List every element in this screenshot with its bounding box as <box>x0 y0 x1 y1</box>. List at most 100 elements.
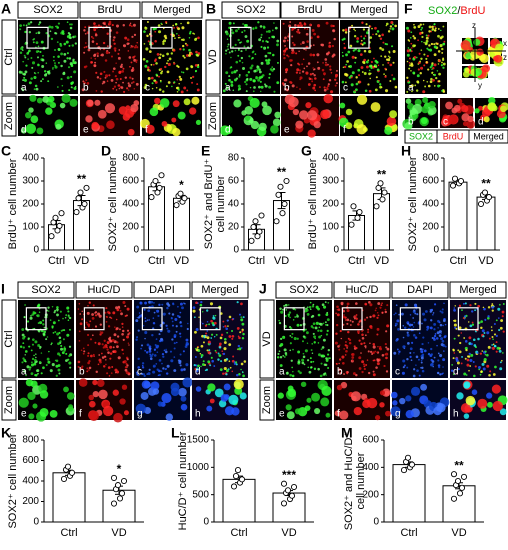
cell <box>436 344 438 347</box>
cell <box>431 62 434 65</box>
cell <box>102 41 106 45</box>
cell <box>210 319 213 323</box>
cell <box>344 354 347 356</box>
cell <box>424 85 427 88</box>
cell <box>288 24 292 28</box>
cell <box>21 88 25 92</box>
cell <box>498 317 500 319</box>
cell <box>429 310 432 313</box>
cell <box>88 359 91 363</box>
cell <box>354 90 356 92</box>
cell <box>375 366 378 369</box>
cell <box>389 110 398 119</box>
cell <box>191 96 200 105</box>
cell <box>385 370 389 373</box>
sublabel: b <box>284 83 290 94</box>
cell <box>228 26 231 30</box>
cell <box>109 336 112 339</box>
cell <box>384 67 387 70</box>
cell <box>126 335 130 339</box>
cell <box>105 307 108 310</box>
micrograph <box>474 96 508 128</box>
cell <box>128 56 132 59</box>
cell <box>124 314 127 318</box>
cell <box>253 86 256 89</box>
data-point <box>481 189 489 196</box>
data-point <box>234 467 242 474</box>
cell <box>418 52 421 55</box>
cell <box>413 55 417 59</box>
y-tick-label: 400 <box>362 462 379 473</box>
cell <box>410 323 414 327</box>
cell <box>110 78 114 82</box>
cell <box>317 66 321 70</box>
cell <box>133 33 137 37</box>
cell <box>54 62 56 64</box>
panel-label: M <box>341 425 353 441</box>
micrograph <box>450 379 508 420</box>
cell <box>94 314 98 317</box>
sublabel: b <box>83 83 89 94</box>
cell <box>277 352 280 355</box>
cell <box>176 32 178 35</box>
cell <box>346 318 350 322</box>
cell <box>410 359 413 362</box>
cell <box>315 321 319 325</box>
cell <box>139 301 143 305</box>
cell <box>147 309 151 313</box>
roi-box <box>399 307 421 331</box>
cell <box>491 306 494 309</box>
cell <box>273 22 275 24</box>
cell <box>110 372 113 374</box>
cell <box>481 362 485 366</box>
cell <box>181 26 185 30</box>
cell <box>124 366 128 369</box>
cell <box>346 371 349 374</box>
micrograph <box>281 20 339 94</box>
cell <box>421 342 424 346</box>
cell <box>379 306 382 309</box>
cell <box>391 391 398 399</box>
cell <box>136 316 139 319</box>
cell <box>306 359 310 362</box>
cell <box>240 318 244 322</box>
cell <box>482 335 485 338</box>
cell <box>421 366 424 370</box>
cell <box>182 71 185 74</box>
cell <box>225 71 229 75</box>
cell <box>258 85 261 89</box>
cell <box>391 45 394 48</box>
cell <box>324 372 327 374</box>
cell <box>302 335 306 338</box>
cell <box>46 357 50 361</box>
cell <box>182 54 185 58</box>
cell <box>377 314 380 317</box>
cell <box>63 53 67 56</box>
cell <box>345 319 347 321</box>
cell <box>421 35 424 39</box>
cell <box>405 98 412 104</box>
cell <box>425 57 428 60</box>
cell <box>128 372 130 375</box>
cell <box>241 330 244 333</box>
cell <box>456 392 464 400</box>
cell <box>82 347 85 350</box>
cell <box>358 367 362 370</box>
cell <box>218 354 222 358</box>
cell <box>99 323 102 326</box>
cell <box>155 62 158 65</box>
cell <box>128 24 132 27</box>
channel-header: Merged <box>153 4 190 16</box>
cell <box>96 54 99 58</box>
cell <box>56 25 58 28</box>
micrograph <box>462 64 491 80</box>
cell <box>155 362 158 365</box>
cell <box>351 356 355 359</box>
cell <box>260 45 263 48</box>
cell <box>131 77 134 80</box>
cell <box>346 60 349 63</box>
cell <box>195 50 198 54</box>
cell <box>435 337 439 340</box>
cell <box>38 360 42 364</box>
data-point <box>451 175 459 182</box>
